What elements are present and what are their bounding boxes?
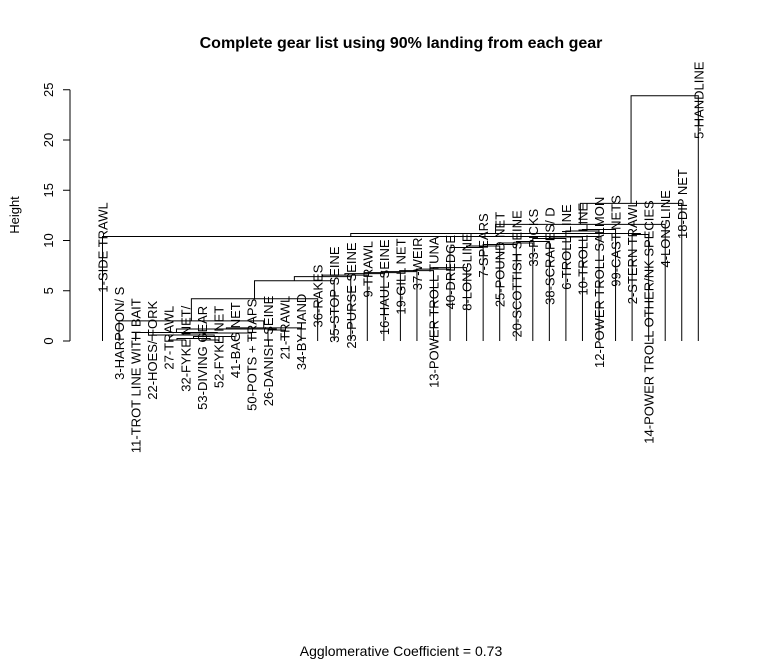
leaf-label: 37-WEIR: [410, 237, 425, 290]
dendrogram-merge: [630, 95, 699, 341]
leaf-label: 18-DIP NET: [675, 169, 690, 239]
leaf-label: 10-TROLL LINE: [575, 202, 590, 295]
chart-title: Complete gear list using 90% landing fro…: [200, 35, 603, 52]
leaf-label: 2-STERN TRAWL: [625, 200, 640, 304]
leaf-label: 32-FYKE NET/: [178, 305, 193, 391]
leaf-label: 9-TRAWL: [360, 241, 375, 298]
leaf-label: 38-SCRAPES/ D: [542, 207, 557, 305]
leaf-label: 8-LONGLINE: [460, 233, 475, 311]
y-axis-label: Height: [7, 196, 22, 234]
leaf-label: 33-PICKS: [526, 208, 541, 266]
leaf-label: 34-BY HAND: [294, 294, 309, 370]
leaf-label: 25-POUND NET: [493, 212, 508, 307]
leaf-label: 5-HANDLINE: [691, 61, 706, 139]
leaf-label: 23-PURSE SEINE: [344, 242, 359, 349]
leaf-label: 14-POWER TROLL OTHER/NK SPECIES: [642, 200, 657, 444]
leaf-label: 3-HARPOON/ S: [112, 286, 127, 380]
leaf-label: 21-TRAWL: [278, 296, 293, 360]
leaf-label: 4-LONGLINE: [658, 190, 673, 268]
leaf-label: 7-SPEARS: [476, 213, 491, 278]
dendrogram-branches: [102, 95, 699, 341]
leaf-label: 19-GILL NET: [393, 238, 408, 314]
leaf-label: 12-POWER TROLL SALMON: [592, 197, 607, 368]
agglomerative-coefficient: Agglomerative Coefficient = 0.73: [300, 643, 503, 659]
leaf-label: 40-DREDGE: [443, 235, 458, 310]
y-tick-label: 5: [41, 287, 56, 294]
leaf-label: 20-SCOTTISH SEINE: [509, 210, 524, 337]
leaf-label: 53-DIVING GEAR: [195, 306, 210, 410]
leaf-label: 99-CAST NETS: [609, 195, 624, 287]
leaf-label: 6-TROLL LINE: [559, 204, 574, 290]
leaf-label: 26-DANISH SEINE: [261, 295, 276, 406]
leaf-label: 13-POWER TROLL TUNA: [427, 236, 442, 388]
leaf-label: 35-STOP SEINE: [327, 246, 342, 343]
leaf-label: 41-BAG NET: [228, 302, 243, 378]
leaf-label: 50-POTS + TRAPS: [244, 298, 259, 410]
y-tick-label: 15: [41, 183, 56, 197]
y-tick-label: 25: [41, 83, 56, 97]
leaf-label: 16-HAUL SEINE: [377, 239, 392, 335]
y-tick-label: 20: [41, 133, 56, 147]
y-axis: 0 5 10 15 20 25: [41, 83, 71, 345]
leaf-label: 1-SIDE TRAWL: [96, 202, 111, 292]
leaf-label: 52-FYKE NET: [211, 306, 226, 388]
leaf-label: 11-TROT LINE WITH BAIT: [129, 298, 144, 453]
y-tick-label: 10: [41, 233, 56, 247]
leaf-label: 22-HOES/ FORK: [145, 300, 160, 399]
y-tick-label: 0: [41, 337, 56, 344]
leaf-label: 27-TRAWL: [162, 306, 177, 370]
leaf-label: 36-RAKES: [311, 264, 326, 327]
dendrogram-merge: [193, 335, 236, 341]
